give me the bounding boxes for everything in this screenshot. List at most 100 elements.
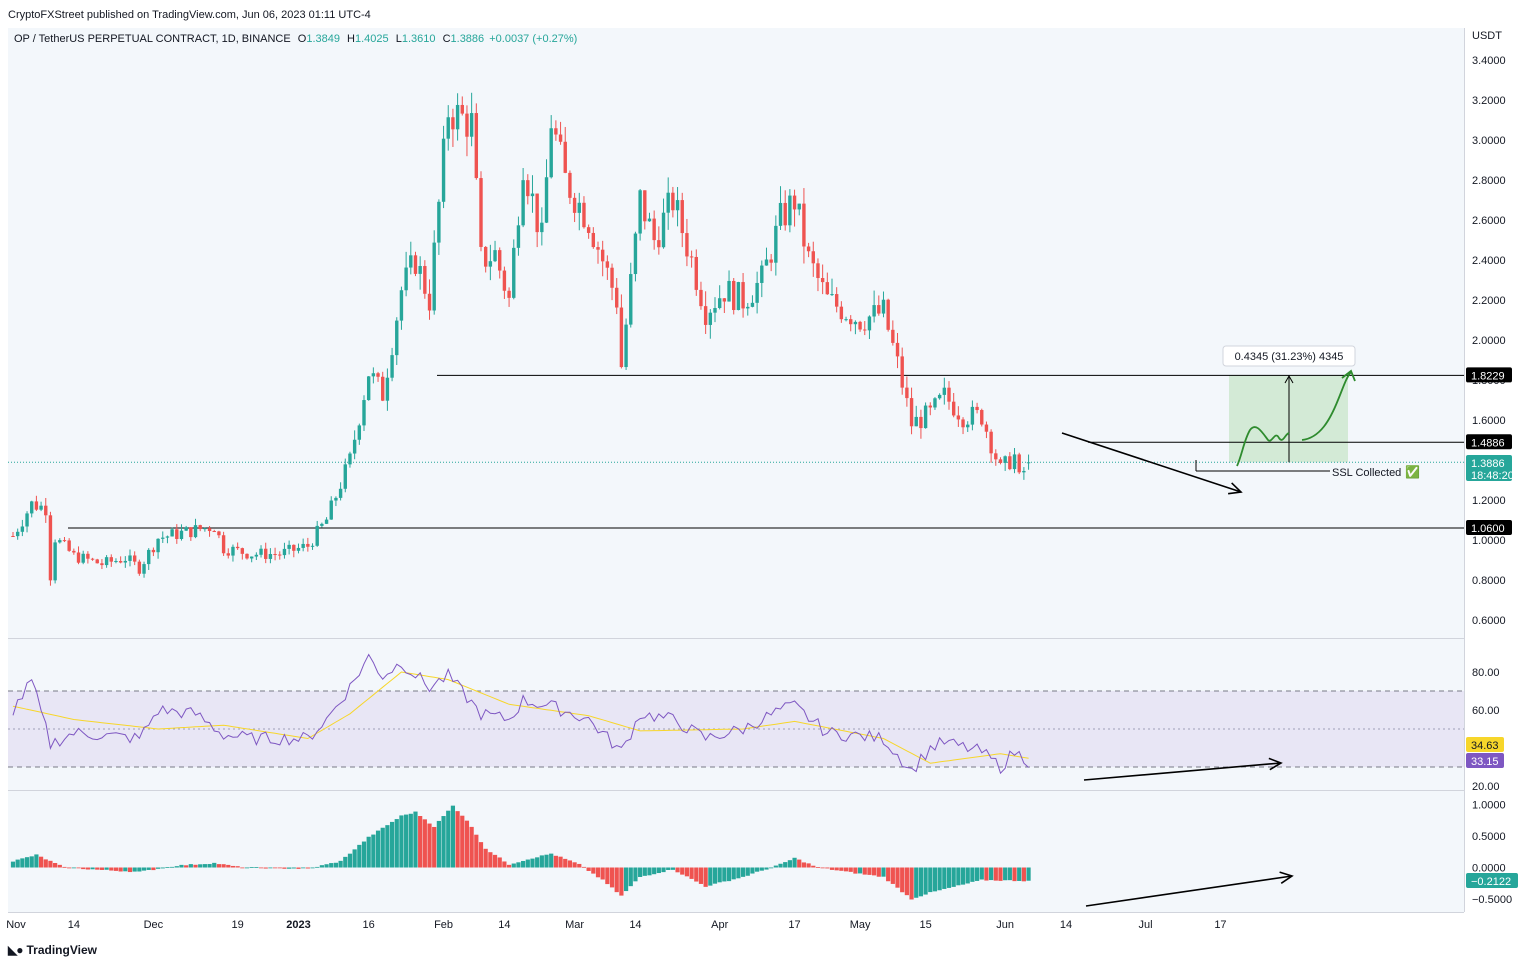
ohlc-legend: OP / TetherUS PERPETUAL CONTRACT, 1D, BI… xyxy=(14,33,577,45)
macd-bar xyxy=(549,853,554,868)
macd-bar xyxy=(900,867,905,893)
candle-body xyxy=(783,202,787,226)
candle-body xyxy=(951,401,956,416)
rsi-tick-label: 20.00 xyxy=(1472,781,1500,793)
candle-body xyxy=(268,554,273,559)
candle-body xyxy=(226,553,230,556)
macd-bar xyxy=(872,867,877,876)
candle-body xyxy=(615,287,619,308)
macd-bar xyxy=(48,860,53,868)
candles-layer xyxy=(11,92,1031,586)
macd-bar xyxy=(652,867,657,875)
candle-body xyxy=(512,247,516,298)
candle-body xyxy=(1017,454,1021,473)
macd-bar xyxy=(81,867,86,870)
measure-label: 0.4345 (31.23%) 4345 xyxy=(1235,351,1344,363)
candle-body xyxy=(441,138,446,202)
candle-body xyxy=(891,329,895,343)
macd-bar xyxy=(113,867,119,871)
candle-body xyxy=(563,141,567,173)
macd-bar xyxy=(502,861,507,868)
candle-body xyxy=(872,305,876,317)
macd-bar xyxy=(53,862,58,868)
time-tick-label: 14 xyxy=(629,919,641,931)
candle-body xyxy=(338,488,343,498)
macd-divergence-arrow xyxy=(1085,875,1293,907)
candle-body xyxy=(834,294,839,307)
candle-body xyxy=(132,555,137,562)
macd-bar xyxy=(722,867,727,882)
candle-body xyxy=(469,113,474,137)
candle-body xyxy=(147,549,151,565)
macd-bar xyxy=(319,865,324,868)
macd-bar xyxy=(244,867,250,869)
candle-body xyxy=(568,172,572,198)
candle-body xyxy=(849,319,853,325)
tradingview-logo[interactable]: ◣● TradingView xyxy=(8,943,97,957)
macd-bar xyxy=(235,866,240,868)
candle-body xyxy=(25,513,29,527)
candle-body xyxy=(544,177,549,223)
candle-body xyxy=(540,222,544,233)
macd-bar xyxy=(413,811,418,868)
macd-bar xyxy=(553,855,558,868)
macd-bar xyxy=(67,867,72,869)
price-tick-label: 2.4000 xyxy=(1472,255,1506,267)
macd-bar xyxy=(338,860,343,868)
macd-bar xyxy=(1003,867,1008,881)
candle-body xyxy=(732,280,736,311)
close-value: 1.3886 xyxy=(450,33,485,45)
macd-bar xyxy=(24,857,30,868)
macd-bar xyxy=(497,857,502,868)
candle-body xyxy=(778,202,783,226)
macd-bar xyxy=(684,867,690,877)
macd-bar xyxy=(783,862,788,868)
candle-body xyxy=(746,306,750,309)
high-label: H xyxy=(347,33,355,45)
macd-bar xyxy=(937,867,942,891)
candle-body xyxy=(137,561,142,574)
macd-bar xyxy=(745,867,750,876)
candle-body xyxy=(769,259,773,263)
mid-level-badge: 1.4886 xyxy=(1471,437,1505,449)
candle-body xyxy=(797,203,801,210)
macd-bar xyxy=(923,867,928,895)
macd-bar xyxy=(394,819,399,868)
low-value: 1.3610 xyxy=(401,33,436,45)
macd-bar xyxy=(282,867,287,869)
candle-body xyxy=(217,531,221,536)
candle-body xyxy=(530,193,535,197)
candle-body xyxy=(151,549,156,553)
candle-body xyxy=(624,324,628,368)
macd-bar xyxy=(207,864,212,868)
macd-bar xyxy=(446,810,451,868)
macd-bar xyxy=(848,867,853,872)
macd-bar xyxy=(666,867,671,870)
candle-body xyxy=(245,553,249,559)
macd-bar xyxy=(951,867,956,887)
candle-body xyxy=(867,316,872,331)
projection-arrow-head xyxy=(1341,369,1356,382)
macd-bar xyxy=(408,813,413,868)
macd-bar xyxy=(792,857,797,868)
candle-body xyxy=(282,548,287,556)
candle-body xyxy=(418,266,422,274)
candle-body xyxy=(381,376,385,401)
macd-bar xyxy=(216,864,222,868)
candle-body xyxy=(11,536,15,537)
macd-bar xyxy=(984,867,989,881)
macd-bar xyxy=(165,867,170,868)
candle-body xyxy=(526,180,530,197)
candle-body xyxy=(409,255,413,268)
candle-body xyxy=(170,529,174,537)
candle-body xyxy=(722,298,727,302)
candle-body xyxy=(792,195,797,210)
candle-body xyxy=(942,387,947,395)
macd-bar xyxy=(773,865,778,868)
macd-tick-label: 0.5000 xyxy=(1472,831,1506,843)
macd-bar xyxy=(212,862,217,868)
macd-bar xyxy=(769,867,774,869)
candle-body xyxy=(109,557,113,562)
macd-bar xyxy=(441,816,446,868)
